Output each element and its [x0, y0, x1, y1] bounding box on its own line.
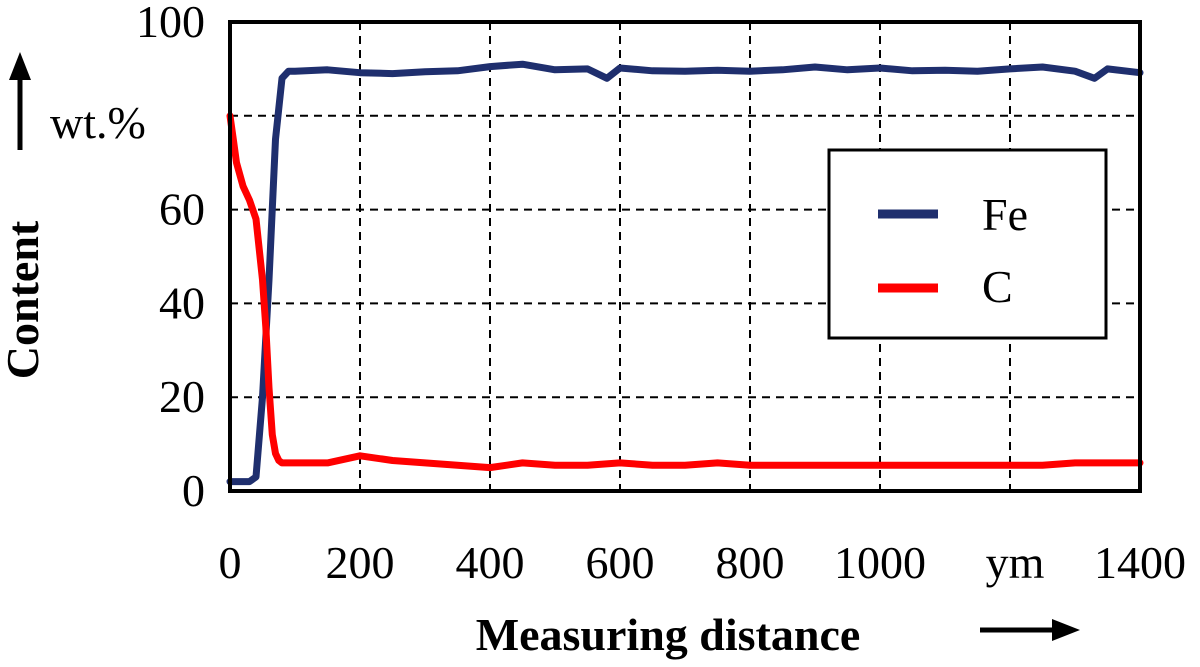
legend-label-fe: Fe — [982, 189, 1028, 240]
y-tick-label: 20 — [159, 371, 205, 422]
x-tick-label: 800 — [716, 537, 785, 588]
x-tick-label: 600 — [586, 537, 655, 588]
y-tick-label: 0 — [182, 465, 205, 516]
legend-label-c: C — [982, 261, 1013, 312]
legend: Fe C — [827, 148, 1108, 340]
y-tick-label: 100 — [136, 0, 205, 47]
x-axis-unit: ym — [986, 537, 1045, 588]
x-tick-label: 1000 — [834, 537, 926, 588]
y-axis-arrow — [9, 52, 31, 150]
y-tick-label: 40 — [159, 277, 205, 328]
x-tick-label: 1400 — [1094, 537, 1186, 588]
x-axis-title: Measuring distance — [476, 609, 861, 660]
y-tick-label: 60 — [159, 184, 205, 235]
x-axis-arrow — [980, 619, 1080, 641]
data-series — [226, 60, 1144, 486]
y-axis-title: Content — [0, 220, 48, 379]
legend-box — [827, 148, 1108, 340]
y-axis-unit: wt.% — [50, 97, 146, 148]
x-tick-label: 200 — [326, 537, 395, 588]
plot-frame — [228, 20, 1142, 493]
series-line-fe — [226, 60, 1144, 486]
x-tick-label: 0 — [219, 537, 242, 588]
series-line-c — [226, 112, 1144, 472]
x-tick-label: 400 — [456, 537, 525, 588]
